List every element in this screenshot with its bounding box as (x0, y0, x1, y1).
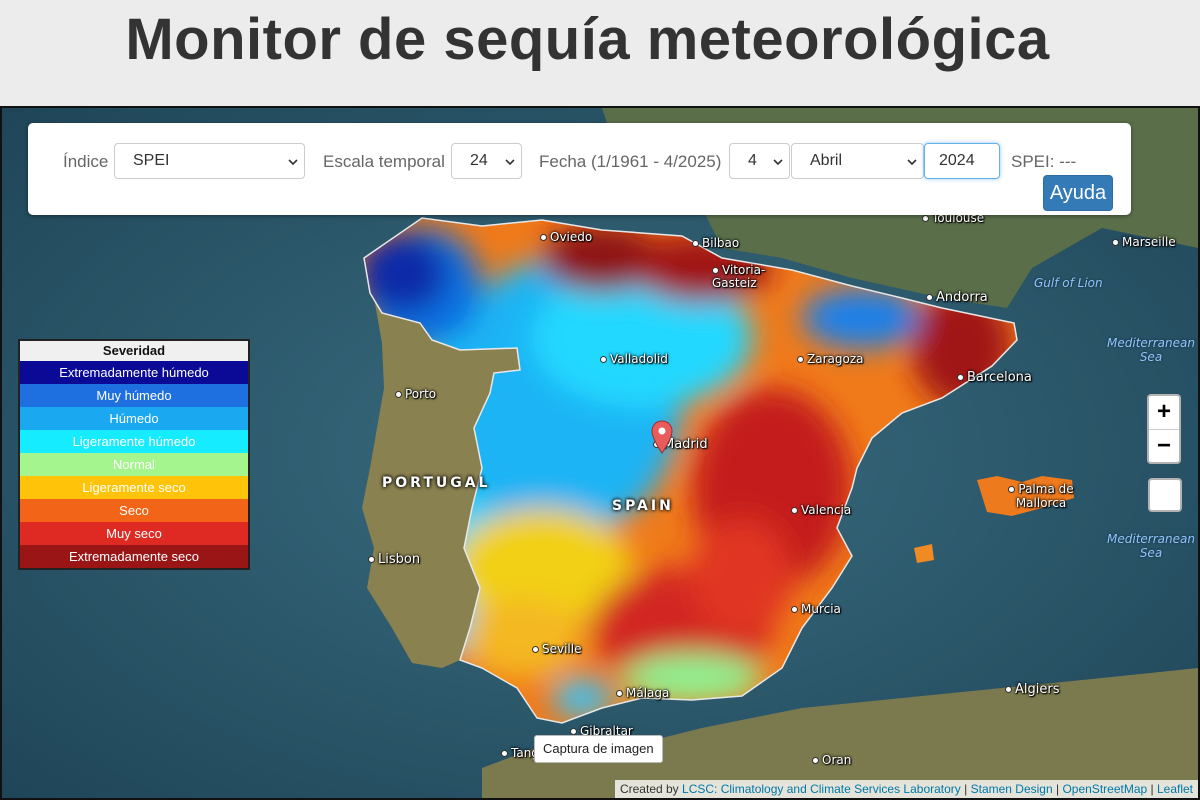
city-dot (1005, 686, 1012, 693)
attribution-link-stamen[interactable]: Stamen Design (970, 782, 1053, 796)
scale-select-value: 24 (470, 152, 488, 169)
date-label: Fecha (1/1961 - 4/2025) (539, 152, 722, 171)
index-select[interactable]: SPEI (114, 143, 305, 179)
legend-item: Muy seco (20, 522, 248, 545)
control-panel: Índice SPEI Escala temporal 24 Fecha (1/… (28, 123, 1131, 215)
city-dot (791, 606, 798, 613)
ibiza-island (914, 544, 934, 563)
city-label: Andorra (926, 290, 988, 305)
city-label: Bilbao (692, 236, 739, 250)
city-label: Seville (532, 642, 582, 656)
city-dot (1008, 486, 1016, 493)
city-label: Oviedo (540, 230, 592, 244)
chevron-down-icon (288, 159, 298, 166)
map-container[interactable]: PORTUGAL SPAIN Gulf of Lion Mediterranea… (0, 106, 1200, 800)
zoom-out-button[interactable]: − (1156, 432, 1171, 459)
city-label: Gibraltar (570, 724, 633, 738)
city-dot (957, 374, 964, 381)
city-dot (501, 750, 508, 757)
capture-image-button[interactable]: Captura de imagen (534, 735, 663, 763)
city-dot (922, 215, 929, 222)
country-label-spain: SPAIN (612, 498, 674, 514)
map-attribution: Created by LCSC: Climatology and Climate… (614, 780, 1198, 798)
chevron-down-icon (773, 159, 783, 166)
city-label: Málaga (616, 686, 669, 700)
chevron-down-icon (907, 159, 917, 166)
attribution-prefix: Created by (619, 782, 679, 796)
legend-item: Ligeramente húmedo (20, 430, 248, 453)
map-tool-button[interactable] (1148, 478, 1182, 512)
city-dot (368, 556, 375, 563)
zoom-control: + − (1147, 394, 1181, 464)
africa-land (482, 668, 1198, 798)
country-label-portugal: PORTUGAL (382, 475, 491, 491)
index-label: Índice (63, 152, 109, 171)
legend-item: Muy húmedo (20, 384, 248, 407)
city-label: Valladolid (600, 352, 668, 366)
city-dot (926, 294, 933, 301)
city-label: Murcia (791, 602, 841, 616)
attribution-link-osm[interactable]: OpenStreetMap (1062, 782, 1148, 796)
city-dot (540, 234, 547, 241)
city-dot (812, 757, 819, 764)
city-dot (791, 507, 798, 514)
legend-item: Ligeramente seco (20, 476, 248, 499)
zoom-in-button[interactable]: + (1149, 396, 1179, 430)
city-label: Marseille (1112, 235, 1176, 249)
legend-item: Normal (20, 453, 248, 476)
chevron-down-icon (505, 159, 515, 166)
legend-item: Húmedo (20, 407, 248, 430)
city-label: Porto (395, 387, 436, 401)
month-select-value: Abril (810, 152, 843, 169)
year-input[interactable]: 2024 (924, 143, 1000, 179)
page-title: Monitor de sequía meteorológica (125, 7, 1050, 72)
map-canvas[interactable] (2, 108, 1198, 798)
sea-label-mediterranean-1: Mediterranean Sea (1107, 336, 1195, 364)
attribution-link-leaflet[interactable]: Leaflet (1156, 782, 1193, 796)
city-dot (570, 728, 577, 735)
city-label: Lisbon (368, 552, 420, 567)
sea-label-gulf-of-lion: Gulf of Lion (1034, 276, 1103, 290)
city-dot (1112, 239, 1119, 246)
scale-label: Escala temporal (323, 152, 445, 171)
city-label: Palma de Mallorca (1006, 482, 1076, 510)
city-dot (395, 391, 402, 398)
day-select[interactable]: 4 (729, 143, 790, 179)
city-label: Algiers (1005, 682, 1059, 697)
city-label: Oran (812, 753, 851, 767)
spei-readout: SPEI: --- (1011, 152, 1077, 171)
city-dot (797, 356, 804, 363)
city-dot (616, 690, 623, 697)
portugal-land (362, 258, 520, 668)
city-dot (532, 646, 539, 653)
sea-label-mediterranean-2: Mediterranean Sea (1107, 532, 1195, 560)
legend-item: Extremadamente seco (20, 545, 248, 568)
day-select-value: 4 (748, 152, 757, 169)
city-dot (692, 240, 699, 247)
map-marker-pin-icon[interactable] (651, 420, 673, 459)
balearic-islands (977, 476, 1074, 516)
attribution-link-lcsc[interactable]: LCSC: Climatology and Climate Services L… (682, 782, 961, 796)
city-label: Valencia (791, 503, 851, 517)
city-label: Barcelona (957, 370, 1032, 385)
spain-border (363, 217, 1018, 724)
legend-item: Seco (20, 499, 248, 522)
city-dot (600, 356, 607, 363)
city-label: Vitoria-Gasteiz (712, 263, 766, 290)
legend-item: Extremadamente húmedo (20, 361, 248, 384)
help-button[interactable]: Ayuda (1043, 175, 1113, 211)
city-dot (712, 267, 719, 274)
city-label: Zaragoza (797, 352, 863, 366)
legend-title: Severidad (20, 341, 248, 361)
scale-select[interactable]: 24 (451, 143, 522, 179)
month-select[interactable]: Abril (791, 143, 924, 179)
index-select-value: SPEI (133, 152, 170, 169)
severity-legend: Severidad Extremadamente húmedo Muy húme… (18, 339, 250, 570)
